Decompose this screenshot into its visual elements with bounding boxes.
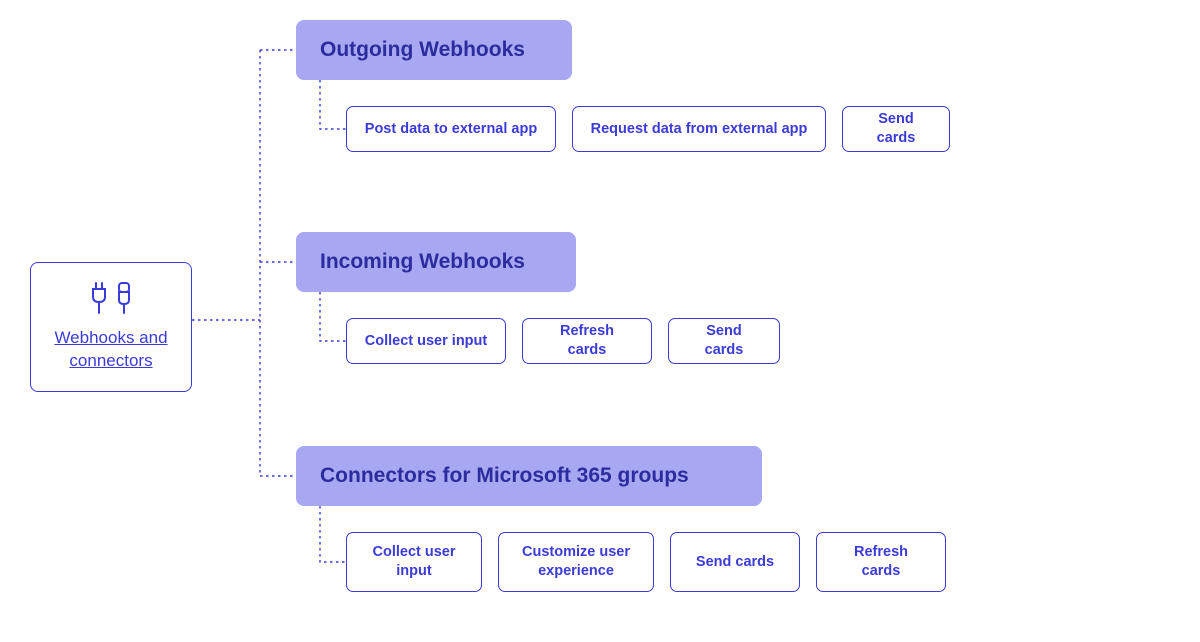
root-label[interactable]: Webhooks and connectors [45,327,177,373]
leaf-send-cards-2: Send cards [668,318,780,364]
leaf-refresh-cards-2: Refresh cards [816,532,946,592]
section-title: Outgoing Webhooks [320,38,525,61]
leaf-request-data: Request data from external app [572,106,826,152]
leaf-collect-input-2: Collect user input [346,532,482,592]
section-title: Connectors for Microsoft 365 groups [320,464,689,487]
leaf-send-cards-1: Send cards [842,106,950,152]
leaf-send-cards-3: Send cards [670,532,800,592]
plug-icon [45,281,177,315]
root-node[interactable]: Webhooks and connectors [30,262,192,392]
leaf-collect-input-1: Collect user input [346,318,506,364]
leaf-refresh-cards-1: Refresh cards [522,318,652,364]
section-header-incoming: Incoming Webhooks [296,232,576,292]
section-header-outgoing: Outgoing Webhooks [296,20,572,80]
leaf-post-data: Post data to external app [346,106,556,152]
leaf-customize-ux: Customize user experience [498,532,654,592]
section-header-connectors: Connectors for Microsoft 365 groups [296,446,762,506]
section-title: Incoming Webhooks [320,250,525,273]
